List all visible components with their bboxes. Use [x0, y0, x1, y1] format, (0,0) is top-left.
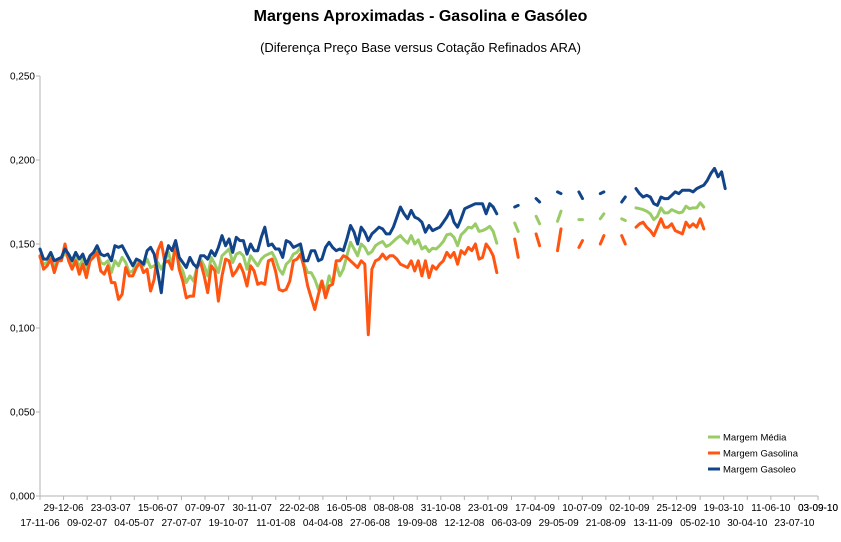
series-line-margem-media — [38, 222, 499, 295]
x-tick-label: 06-03-09 — [491, 518, 531, 529]
series-line-margem-gasoleo — [556, 190, 563, 196]
x-tick-label: 21-08-09 — [586, 518, 626, 529]
series-line-margem-gasoleo — [513, 203, 520, 209]
series-line-margem-media — [534, 214, 542, 226]
legend-label: Margem Gasolina — [723, 449, 799, 460]
x-tick-label: 23-03-07 — [91, 503, 131, 514]
x-tick-label: 15-06-07 — [138, 503, 178, 514]
chart-legend: Margem Média Margem Gasolina Margem Gasole… — [708, 433, 799, 476]
x-tick-label: 23-07-10 — [774, 518, 814, 529]
x-tick-label: 03-09-10 — [798, 503, 838, 514]
series-line-margem-media — [598, 212, 606, 221]
x-tick-label: 03-09-10 — [798, 503, 838, 514]
series-line-margem-gasolina — [513, 237, 520, 259]
x-tick-label: 17-11-06 — [20, 518, 60, 529]
x-tick-label: 25-12-09 — [657, 503, 697, 514]
series-line-margem-gasoleo — [634, 166, 727, 207]
y-tick-label: 0,000 — [10, 492, 35, 503]
chart-title: Margens Aproximadas - Gasolina e Gasóleo — [253, 8, 588, 25]
x-tick-label: 19-10-07 — [209, 518, 249, 529]
series-line-margem-gasolina — [598, 234, 606, 246]
series-line-margem-gasoleo — [38, 202, 499, 295]
series-line-margem-gasoleo — [534, 197, 542, 204]
x-tick-label: 30-11-07 — [233, 503, 273, 514]
series-line-margem-gasolina — [577, 239, 584, 249]
legend-label: Margem Média — [723, 433, 787, 444]
x-tick-label: 30-04-10 — [727, 518, 767, 529]
x-tick-label: 13-11-09 — [633, 518, 673, 529]
x-tick-label: 04-05-07 — [114, 518, 154, 529]
y-tick-label: 0,150 — [10, 240, 35, 251]
series-line-margem-gasolina — [634, 217, 706, 238]
y-tick-label: 0,050 — [10, 408, 35, 419]
series-line-margem-gasolina — [534, 232, 542, 248]
x-tick-label: 23-01-09 — [468, 503, 508, 514]
x-tick-label: 08-08-08 — [374, 503, 414, 514]
chart-axes: 0,000 0,050 0,100 0,150 0,200 0,250 17-11-06 29… — [10, 72, 838, 530]
series-line-margem-media — [634, 201, 706, 222]
series-line-margem-media — [620, 217, 627, 222]
x-tick-label: 11-06-10 — [751, 503, 791, 514]
x-tick-label: 12-12-08 — [444, 518, 484, 529]
series-line-margem-media — [513, 221, 520, 233]
x-tick-label: 10-07-09 — [562, 503, 602, 514]
x-tick-label: 17-04-09 — [515, 503, 555, 514]
x-tick-label: 29-05-09 — [539, 518, 579, 529]
y-tick-label: 0,250 — [10, 72, 35, 83]
x-tick-label: 19-03-10 — [704, 503, 744, 514]
x-tick-label: 04-04-08 — [303, 518, 343, 529]
y-tick-label: 0,200 — [10, 156, 35, 167]
x-tick-label: 29-12-06 — [44, 503, 84, 514]
x-tick-label: 07-09-07 — [185, 503, 225, 514]
legend-label: Margem Gasoleo — [723, 465, 796, 476]
chart-subtitle: (Diferença Preço Base versus Cotação Ref… — [260, 40, 581, 55]
series-line-margem-gasolina — [556, 227, 563, 253]
chart-series — [38, 166, 727, 337]
x-tick-label: 11-01-08 — [256, 518, 296, 529]
x-tick-label: 19-09-08 — [397, 518, 437, 529]
x-tick-label: 02-10-09 — [609, 503, 649, 514]
series-line-margem-gasolina — [38, 240, 499, 337]
series-line-margem-gasolina — [620, 234, 627, 246]
x-tick-label: 27-07-07 — [161, 518, 201, 529]
y-tick-label: 0,100 — [10, 324, 35, 335]
series-line-margem-media — [556, 209, 563, 223]
series-line-margem-gasoleo — [598, 190, 606, 196]
series-line-margem-gasoleo — [620, 195, 627, 204]
x-tick-label: 05-02-10 — [680, 518, 720, 529]
series-line-margem-gasoleo — [577, 190, 584, 201]
x-tick-label: 31-10-08 — [421, 503, 461, 514]
x-tick-label: 22-02-08 — [279, 503, 319, 514]
x-tick-label: 16-05-08 — [326, 503, 366, 514]
x-tick-label: 09-02-07 — [67, 518, 107, 529]
x-tick-label: 27-06-08 — [350, 518, 390, 529]
